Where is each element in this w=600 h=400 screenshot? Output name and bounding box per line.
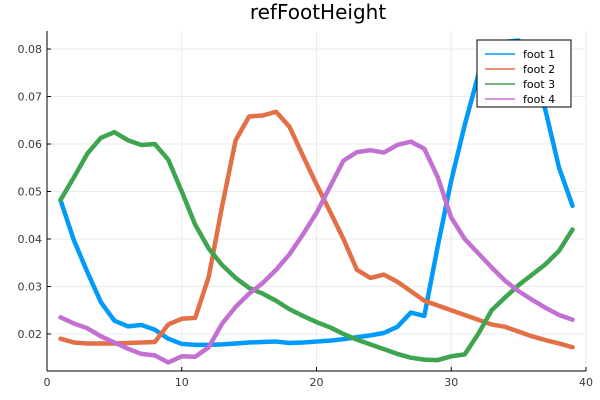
x-tick-label: 20 — [310, 376, 324, 389]
y-tick-label: 0.06 — [18, 138, 43, 151]
y-tick-label: 0.03 — [18, 280, 43, 293]
legend-box — [476, 39, 572, 108]
series-line-foot-4 — [58, 139, 575, 365]
y-tick-label: 0.07 — [18, 91, 43, 104]
legend-label-foot-4: foot 4 — [523, 93, 555, 106]
chart-title: refFootHeight — [250, 0, 387, 24]
series-line-foot-3 — [58, 129, 575, 363]
legend-label-foot-1: foot 1 — [523, 48, 555, 61]
x-tick-label: 10 — [175, 376, 189, 389]
axes: 0 10 20 30 40 0.02 0.03 0.04 0.05 0.06 0.07 0.08 — [18, 31, 593, 389]
y-tick-label: 0.04 — [18, 233, 43, 246]
grid — [46, 31, 587, 371]
legend-items: foot 1 foot 2 foot 3 foot 4 — [485, 48, 555, 106]
legend-label-foot-2: foot 2 — [523, 63, 555, 76]
x-tick-label: 30 — [444, 376, 458, 389]
series-line-foot-2 — [58, 109, 575, 350]
x-tick-label: 40 — [579, 376, 593, 389]
x-tick-label: 0 — [44, 376, 51, 389]
legend-label-foot-3: foot 3 — [523, 78, 555, 91]
y-tick-label: 0.05 — [18, 186, 43, 199]
y-tick-label: 0.02 — [18, 328, 43, 341]
legend: foot 1 foot 2 foot 3 foot 4 — [476, 39, 572, 108]
y-tick-label: 0.08 — [18, 43, 43, 56]
